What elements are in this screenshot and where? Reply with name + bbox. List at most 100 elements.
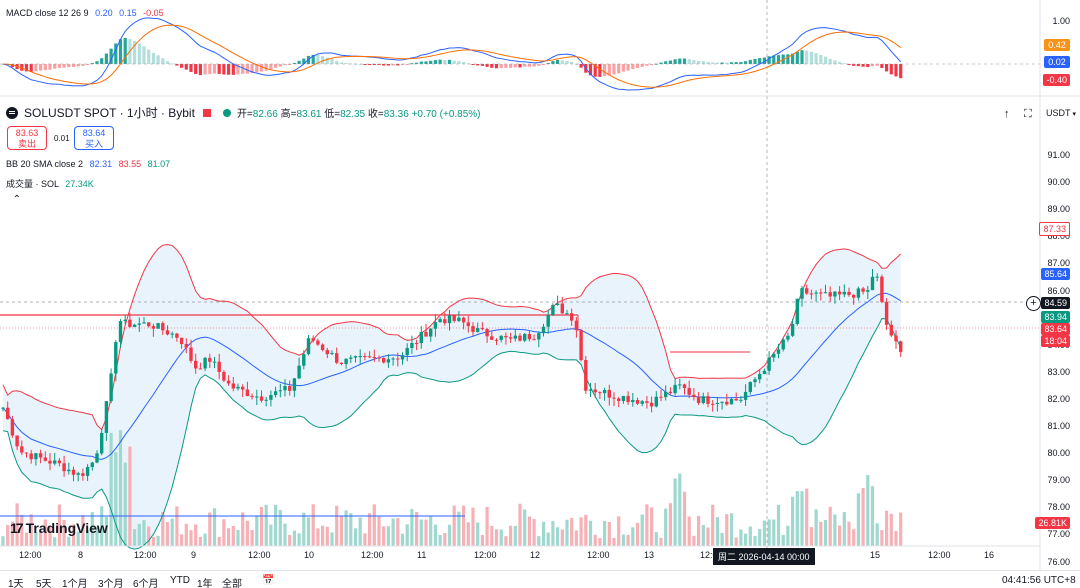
candle-body xyxy=(283,386,287,391)
tradingview-logo[interactable]: 17 TradingView xyxy=(10,520,108,536)
clock[interactable]: 04:41:56 UTC+8 xyxy=(1002,575,1076,586)
candle-body xyxy=(523,333,527,341)
candle-body xyxy=(424,332,428,337)
macd-hist-bar xyxy=(823,56,828,64)
price-axis-label: 89.00 xyxy=(1047,204,1070,215)
candle-body xyxy=(311,338,315,341)
flag-icon[interactable] xyxy=(202,108,211,117)
candle-body xyxy=(147,322,151,327)
arrow-up-icon[interactable]: ↑ xyxy=(1004,108,1010,120)
candle-body xyxy=(95,453,99,463)
volume-bar xyxy=(391,518,395,546)
close-value: 83.36 xyxy=(383,109,409,120)
volume-bar xyxy=(363,533,367,546)
macd-hist-bar xyxy=(20,64,24,71)
volume-bar xyxy=(165,522,170,546)
macd-hist-bar xyxy=(62,64,66,68)
volume-bar xyxy=(852,529,856,546)
bb-fill xyxy=(3,244,901,550)
macd-hist-bar xyxy=(53,64,57,69)
volume-bar xyxy=(758,529,762,546)
plus-icon[interactable]: + xyxy=(1026,296,1041,311)
bb-legend[interactable]: BB 20 SMA close 2 82.31 83.55 81.07 xyxy=(6,159,170,169)
time-axis-label: 12:00 xyxy=(700,550,723,560)
macd-hist-bar xyxy=(725,62,729,64)
tf-5d[interactable]: 5天 xyxy=(36,579,52,588)
macd-hist-bar xyxy=(805,50,809,64)
currency-select[interactable]: USDT ▾ xyxy=(1046,108,1076,118)
volume-bar xyxy=(673,478,677,546)
tf-3m[interactable]: 3个月 xyxy=(98,579,124,588)
volume-bar xyxy=(57,504,61,546)
candle-body xyxy=(43,457,47,461)
collapse-legend-button[interactable]: ⌃ xyxy=(12,194,22,205)
sell-button[interactable]: 83.63 卖出 xyxy=(7,126,47,150)
macd-hist-bar xyxy=(659,62,663,64)
volume-bar xyxy=(311,504,315,546)
volume-bar xyxy=(104,517,108,546)
buy-button[interactable]: 83.64 买入 xyxy=(74,126,114,150)
candle-body xyxy=(692,394,696,398)
candle-body xyxy=(706,396,710,404)
volume-bar xyxy=(100,506,104,546)
volume-bar xyxy=(894,530,898,546)
macd-hist-bar xyxy=(847,64,851,65)
macd-hist-bar xyxy=(457,61,461,64)
candle-body xyxy=(480,328,485,330)
macd-hist-bar xyxy=(161,58,165,64)
volume-legend[interactable]: 成交量 · SOL 27.34K xyxy=(6,177,94,190)
fullscreen-icon[interactable]: ⛶ xyxy=(1024,108,1032,120)
ohlc-values: 开=82.66 高=83.61 低=82.35 收=83.36 +0.70 (+… xyxy=(237,105,481,120)
volume-bar xyxy=(415,511,419,546)
macd-hist-bar xyxy=(711,62,715,64)
candle-body xyxy=(118,321,123,343)
volume-bar xyxy=(339,516,343,546)
candle-body xyxy=(725,401,729,405)
volume-bar xyxy=(433,524,437,546)
price-axis-label: 87.00 xyxy=(1047,258,1070,269)
volume-bar xyxy=(527,516,531,546)
price-axis-label: 80.00 xyxy=(1047,448,1070,459)
candle-body xyxy=(104,401,109,433)
calendar-icon[interactable]: 📅 xyxy=(262,575,275,586)
macd-hist-bar xyxy=(556,59,560,64)
tf-ytd[interactable]: YTD xyxy=(170,575,190,586)
macd-hist-bar xyxy=(386,64,390,66)
volume-bar xyxy=(584,514,588,546)
volume-bar xyxy=(593,534,597,546)
macd-hist-bar xyxy=(311,54,315,64)
volume-bar xyxy=(429,516,433,546)
volume-bar xyxy=(809,527,813,546)
macd-hist-bar xyxy=(880,64,884,68)
macd-tag-hist: -0.40 xyxy=(1043,74,1070,86)
symbol-title[interactable]: SOLUSDT SPOT · 1小时 · Bybit xyxy=(24,106,195,120)
macd-hist-bar xyxy=(490,64,494,68)
macd-hist-bar xyxy=(147,49,151,64)
volume-label: 成交量 · SOL xyxy=(6,179,59,189)
candle-body xyxy=(875,276,879,278)
candle-body xyxy=(682,384,687,389)
candle-body xyxy=(231,383,235,389)
macd-hist-bar xyxy=(165,61,170,64)
macd-hist-bar xyxy=(697,61,701,64)
macd-hist-bar xyxy=(170,63,174,65)
candle-body xyxy=(367,356,372,358)
volume-bar xyxy=(772,519,776,546)
tf-1y[interactable]: 1年 xyxy=(197,579,213,588)
macd-hist-bar xyxy=(739,62,743,64)
tf-all[interactable]: 全部 xyxy=(222,579,242,588)
market-status-icon[interactable] xyxy=(222,108,231,117)
macd-line xyxy=(2,17,902,91)
tf-1d[interactable]: 1天 xyxy=(8,579,24,588)
candle-body xyxy=(800,288,804,299)
volume-bar xyxy=(274,504,278,546)
tf-6m[interactable]: 6个月 xyxy=(133,579,159,588)
volume-bar xyxy=(396,518,400,546)
volume-bar xyxy=(278,509,282,546)
volume-bar xyxy=(546,532,550,546)
macd-hist-bar xyxy=(297,60,301,64)
volume-bar xyxy=(518,503,522,546)
macd-hist-bar xyxy=(429,60,433,64)
tf-1m[interactable]: 1个月 xyxy=(62,579,88,588)
